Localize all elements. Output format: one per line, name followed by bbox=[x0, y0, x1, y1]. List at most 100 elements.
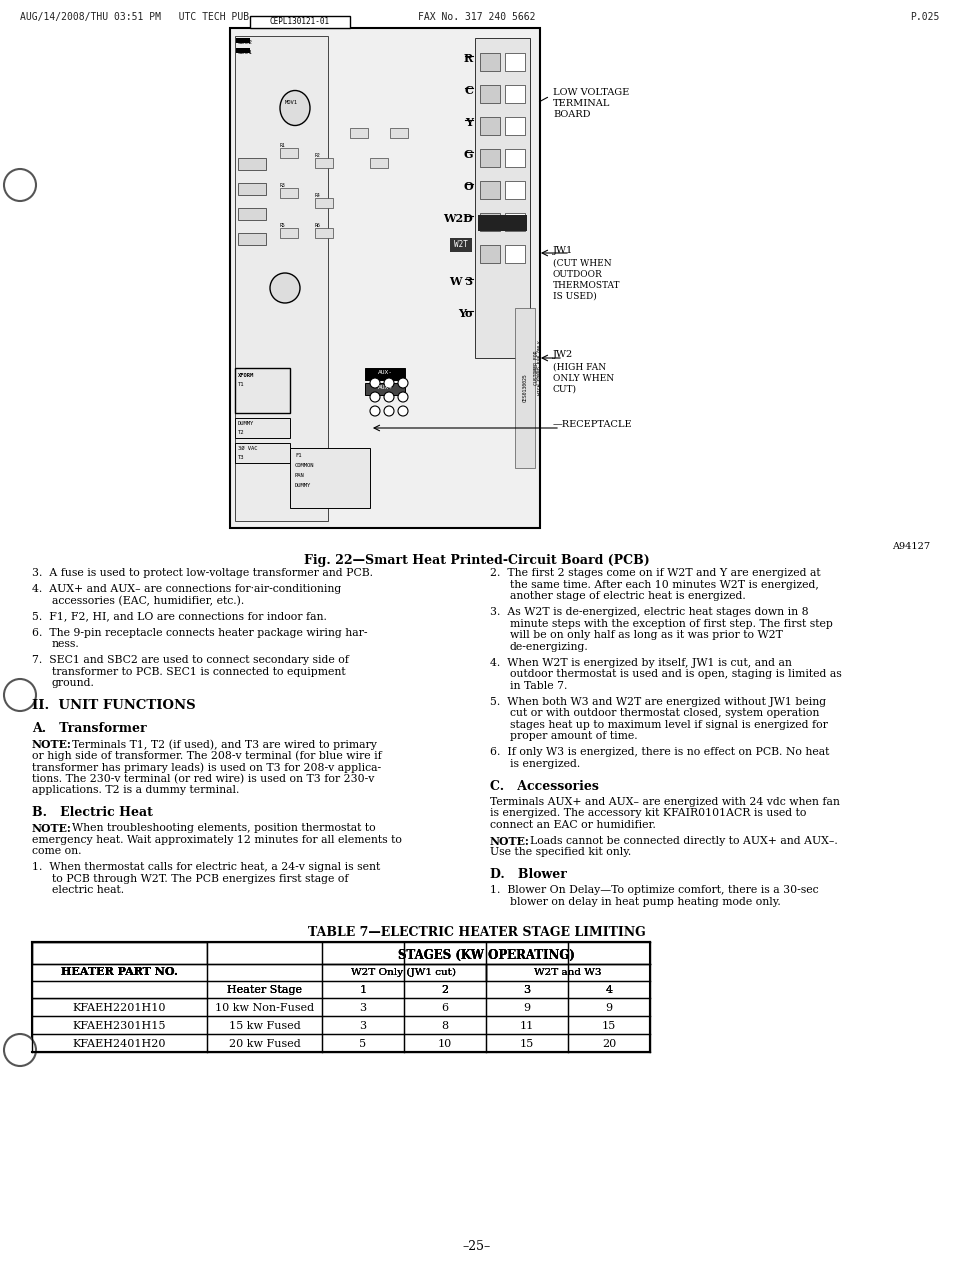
Text: OUTDOOR: OUTDOOR bbox=[553, 270, 602, 279]
Text: 6: 6 bbox=[441, 1002, 448, 1013]
Bar bbox=[450, 238, 472, 252]
Text: C.   Accessories: C. Accessories bbox=[490, 779, 598, 793]
Text: proper amount of time.: proper amount of time. bbox=[510, 731, 637, 741]
Text: NOTE:: NOTE: bbox=[32, 823, 71, 835]
Bar bbox=[237, 233, 266, 245]
Bar bbox=[280, 228, 297, 238]
Text: –25–: –25– bbox=[462, 1240, 491, 1253]
Text: 15: 15 bbox=[519, 1039, 534, 1049]
Bar bbox=[486, 965, 649, 981]
Text: O: O bbox=[463, 182, 473, 192]
Text: Heater Stage: Heater Stage bbox=[227, 985, 302, 995]
Bar bbox=[479, 84, 499, 103]
Text: the same time. After each 10 minutes W2T is energized,: the same time. After each 10 minutes W2T… bbox=[510, 580, 818, 589]
Text: Terminals AUX+ and AUX– are energized with 24 vdc when fan: Terminals AUX+ and AUX– are energized wi… bbox=[490, 797, 839, 807]
Text: F1: F1 bbox=[294, 453, 301, 458]
Text: 1.  Blower On Delay—To optimize comfort, there is a 30-sec: 1. Blower On Delay—To optimize comfort, … bbox=[490, 885, 818, 895]
Bar bbox=[479, 53, 499, 71]
Text: FAX No. 317 240 5662: FAX No. 317 240 5662 bbox=[417, 13, 536, 21]
Bar bbox=[479, 182, 499, 199]
Bar bbox=[280, 148, 297, 158]
Text: C: C bbox=[464, 84, 473, 96]
Text: DUMMY: DUMMY bbox=[237, 421, 254, 426]
Circle shape bbox=[397, 392, 408, 402]
Text: HEATER PART NO.: HEATER PART NO. bbox=[61, 966, 178, 977]
Text: 15 kw Fused: 15 kw Fused bbox=[229, 1020, 300, 1030]
Text: T1: T1 bbox=[237, 382, 244, 387]
Text: A.   Transformer: A. Transformer bbox=[32, 723, 147, 735]
Text: transformer has primary leads) is used on T3 for 208-v applica-: transformer has primary leads) is used o… bbox=[32, 763, 381, 773]
Text: 1.  When thermostat calls for electric heat, a 24-v signal is sent: 1. When thermostat calls for electric he… bbox=[32, 863, 380, 873]
Text: electric heat.: electric heat. bbox=[52, 885, 124, 895]
Text: Loads cannot be connected directly to AUX+ and AUX–.: Loads cannot be connected directly to AU… bbox=[522, 836, 837, 846]
Bar bbox=[235, 38, 250, 43]
Text: ground.: ground. bbox=[52, 678, 94, 689]
Text: W2D: W2D bbox=[443, 213, 473, 224]
Text: 9: 9 bbox=[523, 1002, 530, 1013]
Text: B.   Electric Heat: B. Electric Heat bbox=[32, 806, 152, 820]
Text: connect an EAC or humidifier.: connect an EAC or humidifier. bbox=[490, 820, 656, 830]
Bar bbox=[208, 965, 322, 981]
Bar bbox=[207, 981, 649, 997]
Text: 5.  F1, F2, HI, and LO are connections for indoor fan.: 5. F1, F2, HI, and LO are connections fo… bbox=[32, 612, 327, 622]
Bar bbox=[208, 943, 322, 981]
Text: KFAEH2201H10: KFAEH2201H10 bbox=[72, 1002, 166, 1013]
Text: HEATER PART NO.: HEATER PART NO. bbox=[61, 966, 178, 977]
Bar bbox=[475, 38, 530, 358]
Circle shape bbox=[397, 406, 408, 416]
Text: emergency heat. Wait approximately 12 minutes for all elements to: emergency heat. Wait approximately 12 mi… bbox=[32, 835, 401, 845]
Bar bbox=[323, 965, 485, 981]
Text: 4: 4 bbox=[605, 985, 612, 995]
Bar bbox=[32, 942, 649, 1052]
Text: HEATER PART NO.: HEATER PART NO. bbox=[61, 966, 178, 977]
Text: T2: T2 bbox=[237, 430, 244, 435]
Circle shape bbox=[384, 406, 394, 416]
Bar bbox=[323, 943, 649, 963]
Text: outdoor thermostat is used and is open, staging is limited as: outdoor thermostat is used and is open, … bbox=[510, 670, 841, 680]
Bar bbox=[237, 158, 266, 170]
Bar bbox=[504, 149, 524, 166]
Text: (HIGH FAN: (HIGH FAN bbox=[553, 363, 605, 372]
Text: stages heat up to maximum level if signal is energized for: stages heat up to maximum level if signa… bbox=[510, 720, 827, 730]
Text: transformer to PCB. SEC1 is connected to equipment: transformer to PCB. SEC1 is connected to… bbox=[52, 667, 345, 677]
Text: T3: T3 bbox=[237, 455, 244, 460]
Text: SEC1: SEC1 bbox=[237, 50, 253, 55]
Bar bbox=[322, 942, 649, 963]
Text: DUMMY: DUMMY bbox=[294, 483, 311, 488]
Bar bbox=[479, 213, 499, 231]
Text: PAN: PAN bbox=[294, 473, 304, 478]
Text: STAGES (KW OPERATING): STAGES (KW OPERATING) bbox=[397, 948, 574, 962]
Ellipse shape bbox=[280, 91, 310, 126]
Text: come on.: come on. bbox=[32, 846, 81, 856]
Text: will be on only half as long as it was prior to W2T: will be on only half as long as it was p… bbox=[510, 630, 782, 641]
Text: accessories (EAC, humidifier, etc.).: accessories (EAC, humidifier, etc.). bbox=[52, 595, 244, 607]
Text: W2T Only (JW1 cut): W2T Only (JW1 cut) bbox=[351, 968, 456, 977]
Bar bbox=[250, 16, 350, 28]
Text: CES0130025: CES0130025 bbox=[522, 373, 527, 402]
Text: 9: 9 bbox=[605, 1002, 612, 1013]
Bar bbox=[322, 963, 649, 981]
Text: 20: 20 bbox=[601, 1039, 616, 1049]
Text: KFAEH2301H15: KFAEH2301H15 bbox=[72, 1020, 166, 1030]
Text: KFAEH2401H20: KFAEH2401H20 bbox=[72, 1039, 166, 1049]
Text: SEC2: SEC2 bbox=[237, 40, 253, 45]
Text: AUG/14/2008/THU 03:51 PM   UTC TECH PUB: AUG/14/2008/THU 03:51 PM UTC TECH PUB bbox=[20, 13, 249, 21]
Text: 6.  The 9-pin receptacle connects heater package wiring har-: 6. The 9-pin receptacle connects heater … bbox=[32, 628, 367, 638]
Text: 2: 2 bbox=[441, 985, 448, 995]
Text: 3.  As W2T is de-energized, electric heat stages down in 8: 3. As W2T is de-energized, electric heat… bbox=[490, 607, 808, 617]
Text: TABLE 7—ELECTRIC HEATER STAGE LIMITING: TABLE 7—ELECTRIC HEATER STAGE LIMITING bbox=[308, 926, 645, 938]
Text: W2T Only (JW1 cut): W2T Only (JW1 cut) bbox=[351, 968, 456, 977]
Bar bbox=[237, 208, 266, 219]
Text: Yo: Yo bbox=[458, 308, 473, 319]
Text: 3: 3 bbox=[523, 985, 530, 995]
Bar bbox=[479, 149, 499, 166]
Text: 4: 4 bbox=[605, 985, 612, 995]
Bar bbox=[504, 182, 524, 199]
Text: 2: 2 bbox=[441, 985, 448, 995]
Bar bbox=[280, 188, 297, 198]
Text: 7.  SEC1 and SBC2 are used to connect secondary side of: 7. SEC1 and SBC2 are used to connect sec… bbox=[32, 656, 349, 666]
Bar bbox=[32, 942, 207, 997]
Text: 3.  A fuse is used to protect low-voltage transformer and PCB.: 3. A fuse is used to protect low-voltage… bbox=[32, 567, 373, 578]
Bar bbox=[234, 37, 328, 521]
Bar bbox=[504, 84, 524, 103]
